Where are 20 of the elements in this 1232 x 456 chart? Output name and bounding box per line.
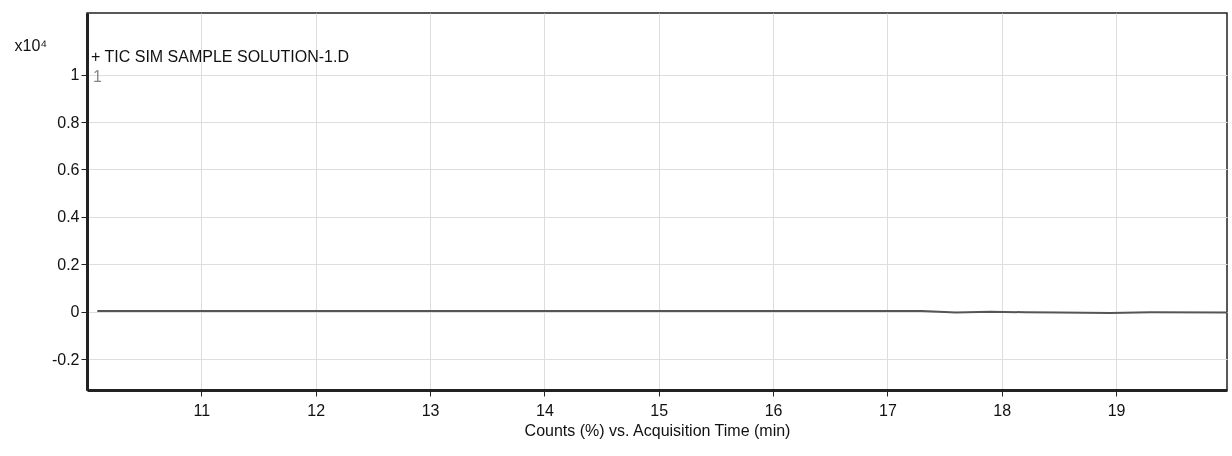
y-tick-label: 0 <box>70 303 80 321</box>
x-tick-label: 19 <box>1107 401 1126 419</box>
y-tick-label: 1 <box>70 66 80 84</box>
y-tick-label: -0.2 <box>51 350 80 368</box>
y-tick-label: 0.2 <box>57 255 80 273</box>
y-axis-title: x10⁴ <box>14 36 48 54</box>
x-tick-label: 12 <box>307 401 326 419</box>
x-tick-label: 13 <box>421 401 440 419</box>
x-tick-label: 11 <box>193 401 211 419</box>
y-tick-label: 0.4 <box>57 208 80 226</box>
y-tick-label: 0.6 <box>57 160 80 178</box>
x-tick-label: 15 <box>650 401 669 419</box>
annotation: 1 <box>93 68 102 85</box>
x-tick-label: 16 <box>764 401 783 419</box>
x-tick-label: 14 <box>535 401 554 419</box>
text: + TIC SIM SAMPLE SOLUTION-1.D <box>91 48 349 65</box>
x-tick-label: 17 <box>879 401 897 419</box>
y-tick-label: 0.8 <box>57 113 80 131</box>
x-axis-title: Counts (%) vs. Acquisition Time (min) <box>524 421 791 439</box>
x-tick-label: 18 <box>993 401 1012 419</box>
